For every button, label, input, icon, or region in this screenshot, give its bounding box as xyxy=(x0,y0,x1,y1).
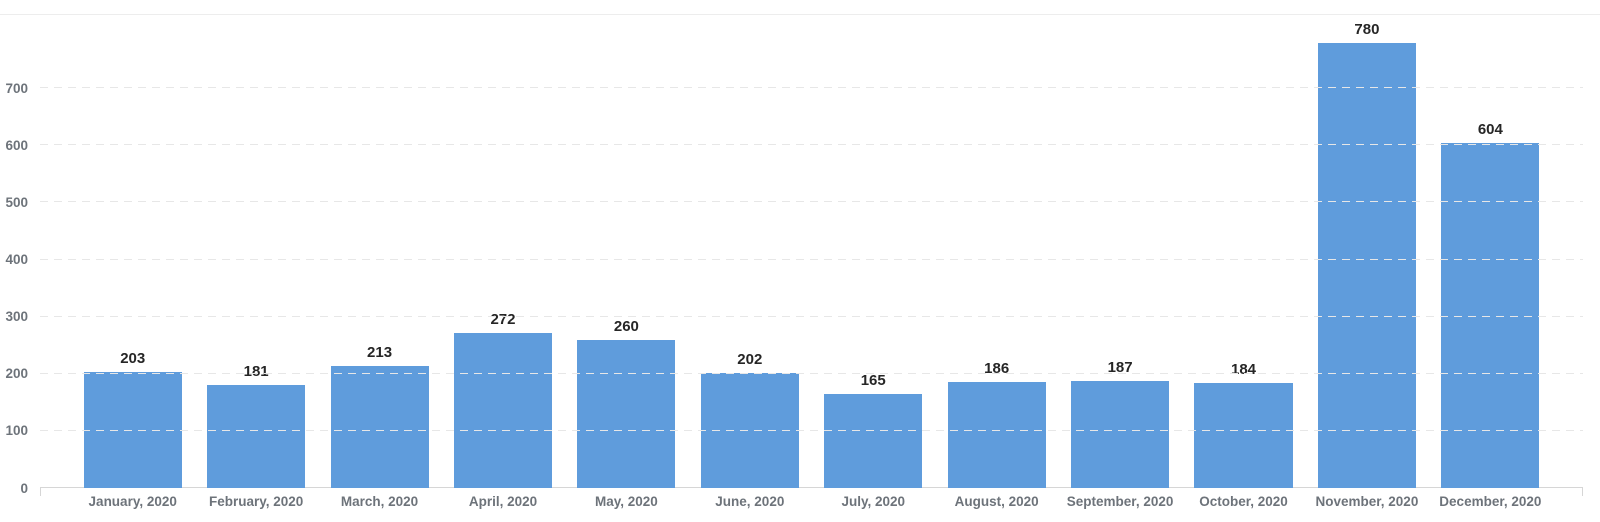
bar-slot: 260 May, 2020 xyxy=(565,14,688,508)
bar[interactable]: 186 xyxy=(947,361,1046,488)
x-axis-line xyxy=(40,487,1583,496)
bar-value-label: 780 xyxy=(1354,20,1380,38)
x-axis-category-label: December, 2020 xyxy=(1439,494,1542,509)
y-axis-tick-label: 400 xyxy=(5,251,28,267)
x-axis-start-tick xyxy=(40,487,41,496)
x-axis-category-label: September, 2020 xyxy=(1066,494,1174,509)
bar-slot: 203 January, 2020 xyxy=(71,14,194,508)
chart-top-border xyxy=(0,14,1600,15)
bar-slot: 604 December, 2020 xyxy=(1429,14,1552,508)
x-axis-category-label: August, 2020 xyxy=(954,494,1039,509)
bar[interactable]: 213 xyxy=(330,345,429,488)
x-axis-category-label: July, 2020 xyxy=(841,494,906,509)
bar-value-label: 202 xyxy=(737,350,763,368)
bar-slot: 272 April, 2020 xyxy=(441,14,564,508)
bar-slot: 187 September, 2020 xyxy=(1058,14,1181,508)
plot-area: 203 January, 2020 181 February, 2020 213 Marc… xyxy=(5,14,1583,508)
gridline xyxy=(40,372,1583,374)
x-axis-category-label: March, 2020 xyxy=(340,494,419,509)
x-axis-end-tick xyxy=(1582,487,1583,496)
bar[interactable]: 165 xyxy=(824,373,923,488)
bar[interactable]: 260 xyxy=(577,319,676,488)
bars-layer: 203 January, 2020 181 February, 2020 213 Marc… xyxy=(40,14,1583,508)
bar[interactable]: 272 xyxy=(453,312,553,488)
bar[interactable]: 184 xyxy=(1194,362,1293,488)
bar-value-label: 272 xyxy=(490,310,516,328)
bar-value-label: 604 xyxy=(1477,121,1503,139)
y-axis-tick-label: 0 xyxy=(20,480,28,496)
gridline xyxy=(40,144,1583,146)
gridline xyxy=(40,87,1583,89)
bar-slot: 202 June, 2020 xyxy=(688,14,811,508)
bar-slot: 165 July, 2020 xyxy=(812,14,935,508)
x-axis-category-label: February, 2020 xyxy=(208,494,304,509)
bar-value-label: 260 xyxy=(613,317,639,335)
bar-slot: 780 November, 2020 xyxy=(1305,14,1428,508)
gridline xyxy=(40,201,1583,203)
bar-value-label: 213 xyxy=(367,344,393,362)
bar-slot: 213 March, 2020 xyxy=(318,14,441,508)
bar[interactable]: 780 xyxy=(1317,22,1416,488)
bar-slot: 184 October, 2020 xyxy=(1182,14,1305,508)
y-axis-tick-label: 700 xyxy=(5,80,28,96)
gridline xyxy=(40,258,1583,260)
bar-value-label: 181 xyxy=(243,362,269,380)
bar[interactable]: 187 xyxy=(1071,360,1170,488)
bar-slot: 186 August, 2020 xyxy=(935,14,1058,508)
gridline xyxy=(40,429,1583,431)
bar-value-label: 203 xyxy=(120,350,146,368)
y-axis-tick-label: 500 xyxy=(5,194,28,210)
gridline xyxy=(40,315,1583,317)
bar-value-label: 165 xyxy=(860,371,886,389)
y-axis-tick-label: 200 xyxy=(5,366,28,382)
bar-value-label: 187 xyxy=(1107,359,1133,377)
x-axis-category-label: October, 2020 xyxy=(1199,494,1288,509)
y-axis-tick-label: 600 xyxy=(5,137,28,153)
x-axis-category-label: January, 2020 xyxy=(88,494,177,509)
x-axis-category-label: April, 2020 xyxy=(468,494,538,509)
bar-slot: 181 February, 2020 xyxy=(194,14,317,508)
x-axis-category-label: November, 2020 xyxy=(1315,494,1419,509)
bar-value-label: 186 xyxy=(984,359,1010,377)
x-axis-category-label: May, 2020 xyxy=(594,494,658,509)
y-axis-tick-label: 100 xyxy=(5,423,28,439)
bar-value-label: 184 xyxy=(1230,360,1257,378)
y-axis-tick-label: 300 xyxy=(5,308,28,324)
bar[interactable]: 181 xyxy=(207,364,306,488)
x-axis-category-label: June, 2020 xyxy=(715,494,785,509)
